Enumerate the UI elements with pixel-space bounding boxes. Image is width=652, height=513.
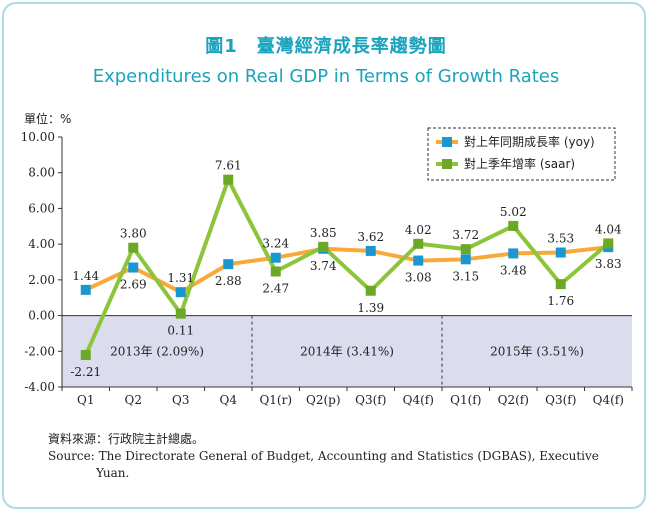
data-label-yoy: 3.48 <box>500 263 527 277</box>
legend-label: 對上季年增率 (saar) <box>464 156 575 171</box>
point-yoy <box>80 284 91 295</box>
legend-box <box>427 127 616 181</box>
point-yoy <box>460 254 471 265</box>
point-saar <box>128 242 139 253</box>
point-saar <box>175 308 186 319</box>
legend-swatch-marker <box>442 137 452 147</box>
year-group-label: 2015年 (3.51%) <box>490 344 584 358</box>
data-label-saar: 7.61 <box>215 159 242 173</box>
data-label-saar: 3.72 <box>452 228 479 242</box>
source-en: Source: The Directorate General of Budge… <box>48 448 630 482</box>
source-en-line2: Yuan. <box>96 466 130 480</box>
y-tick-label: 0.00 <box>28 309 55 323</box>
point-yoy <box>270 252 281 263</box>
data-label-yoy: 3.74 <box>310 259 337 273</box>
x-tick-label: Q3(f) <box>355 393 386 407</box>
x-tick-label: Q1(f) <box>450 393 481 407</box>
x-tick-label: Q3 <box>172 393 189 407</box>
point-yoy <box>128 262 139 273</box>
legend-label: 對上年同期成長率 (yoy) <box>464 134 595 149</box>
data-label-yoy: 3.83 <box>595 257 622 271</box>
year-group-label: 2014年 (3.41%) <box>300 344 394 358</box>
source-zh: 資料來源：行政院主計總處。 <box>48 432 205 446</box>
negative-region-shade <box>62 315 632 387</box>
x-tick-label: Q2 <box>125 393 142 407</box>
x-tick-label: Q2(f) <box>498 393 529 407</box>
data-label-saar: 3.80 <box>120 227 147 241</box>
point-saar <box>365 285 376 296</box>
chart-title-zh: 圖1 臺灣經濟成長率趨勢圖 <box>205 36 447 57</box>
data-label-saar: 0.11 <box>167 324 194 338</box>
y-tick-label: 6.00 <box>28 201 55 215</box>
data-label-saar: 2.47 <box>262 281 289 295</box>
unit-label: 單位：% <box>24 112 72 126</box>
data-label-yoy: 3.62 <box>357 230 384 244</box>
series-line-yoy <box>84 245 609 295</box>
x-tick-label: Q3(f) <box>545 393 576 407</box>
point-saar <box>80 350 91 361</box>
point-saar <box>555 279 566 290</box>
point-yoy <box>508 248 519 259</box>
series-line-saar <box>83 177 610 356</box>
data-label-saar: 4.04 <box>595 222 622 236</box>
data-label-yoy: 3.53 <box>547 232 574 246</box>
x-tick-label: Q4 <box>220 393 238 407</box>
x-tick-label: Q4(f) <box>403 393 434 407</box>
x-tick-label: Q2(p) <box>306 393 341 407</box>
point-saar <box>318 241 329 252</box>
data-label-yoy: 1.31 <box>167 271 194 285</box>
point-saar <box>270 266 281 277</box>
data-label-saar: -2.21 <box>70 365 101 379</box>
x-tick-label: Q1(r) <box>259 393 292 407</box>
data-label-yoy: 3.08 <box>405 271 432 285</box>
x-tick-label: Q1 <box>77 393 94 407</box>
point-saar <box>603 238 614 249</box>
y-tick-label: -2.00 <box>24 344 55 358</box>
y-tick-label: 8.00 <box>28 166 55 180</box>
point-saar <box>508 220 519 231</box>
point-saar <box>460 244 471 255</box>
year-group-label: 2013年 (2.09%) <box>110 344 204 358</box>
data-label-saar: 1.39 <box>357 301 384 315</box>
y-tick-label: 2.00 <box>28 273 55 287</box>
data-label-yoy: 2.88 <box>215 274 242 288</box>
x-tick-label: Q4(f) <box>593 393 624 407</box>
data-label-saar: 3.85 <box>310 226 337 240</box>
point-yoy <box>365 245 376 256</box>
point-yoy <box>413 255 424 266</box>
data-label-saar: 1.76 <box>547 294 574 308</box>
data-label-saar: 5.02 <box>500 205 527 219</box>
y-tick-label: -4.00 <box>24 380 55 394</box>
data-label-yoy: 3.15 <box>452 269 479 283</box>
point-yoy <box>223 259 234 270</box>
point-saar <box>223 174 234 185</box>
y-tick-label: 10.00 <box>21 130 55 144</box>
data-label-yoy: 2.69 <box>120 278 147 292</box>
data-label-yoy: 1.44 <box>72 269 99 283</box>
point-saar <box>413 238 424 249</box>
legend-swatch-marker <box>442 159 452 169</box>
source-en-line1: Source: The Directorate General of Budge… <box>48 449 599 463</box>
y-tick-label: 4.00 <box>28 237 55 251</box>
point-yoy <box>175 287 186 298</box>
chart-title-en: Expenditures on Real GDP in Terms of Gro… <box>92 66 560 87</box>
point-yoy <box>555 247 566 258</box>
data-label-saar: 4.02 <box>405 223 432 237</box>
data-label-yoy: 3.24 <box>262 237 289 251</box>
